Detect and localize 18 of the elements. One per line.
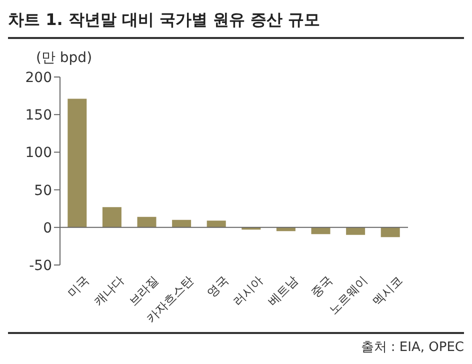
y-tick-label: 200 — [25, 70, 52, 86]
y-tick-label: 100 — [25, 145, 52, 162]
bar — [346, 227, 366, 235]
bar — [206, 220, 226, 228]
y-tick-label: 0 — [43, 220, 52, 236]
y-tick-label: -50 — [29, 258, 52, 274]
y-tick-label: 150 — [25, 108, 52, 124]
x-tick-label: 미국 — [64, 273, 92, 300]
bar — [380, 227, 400, 238]
bar — [137, 216, 156, 228]
source-note: 출처 : EIA, OPEC — [360, 340, 464, 355]
y-tick-label: 50 — [34, 182, 52, 199]
bar — [68, 98, 87, 228]
bar — [102, 207, 122, 228]
y-axis-title: (만 bpd) — [36, 49, 94, 67]
x-tick-label: 영국 — [204, 273, 231, 300]
bar — [172, 220, 192, 228]
chart-title: 차트 1. 작년말 대비 국가별 원유 증산 규모 — [8, 8, 464, 39]
